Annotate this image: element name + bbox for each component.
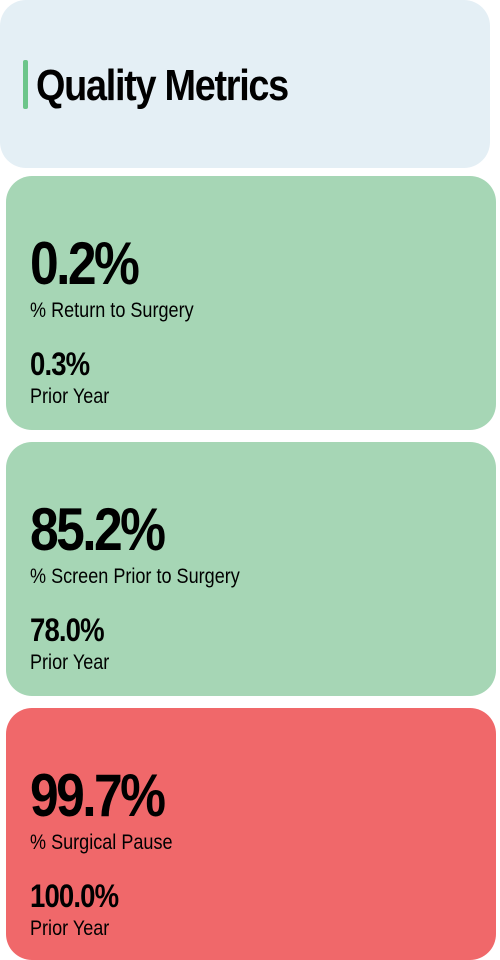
header-card: Quality Metrics [0,0,490,168]
prior-year-value: 0.3% [30,346,90,382]
metric-value: 99.7% [30,762,166,829]
metric-card-return-to-surgery[interactable]: 0.2% % Return to Surgery 0.3% Prior Year [6,176,496,430]
prior-year-label: Prior Year [30,385,110,408]
metric-label: % Surgical Pause [30,831,173,854]
metric-card-screen-prior-to-surgery[interactable]: 85.2% % Screen Prior to Surgery 78.0% Pr… [6,442,496,696]
metric-value: 0.2% [30,230,140,297]
prior-year-label: Prior Year [30,651,110,674]
metric-card-surgical-pause[interactable]: 99.7% % Surgical Pause 100.0% Prior Year [6,708,496,960]
prior-year-value: 100.0% [30,878,119,914]
metric-value: 85.2% [30,496,166,563]
title-accent-bar [23,60,28,109]
prior-year-value: 78.0% [30,612,105,648]
prior-year-label: Prior Year [30,917,110,940]
metric-label: % Screen Prior to Surgery [30,565,240,588]
page-title: Quality Metrics [36,61,289,110]
metric-label: % Return to Surgery [30,299,194,322]
